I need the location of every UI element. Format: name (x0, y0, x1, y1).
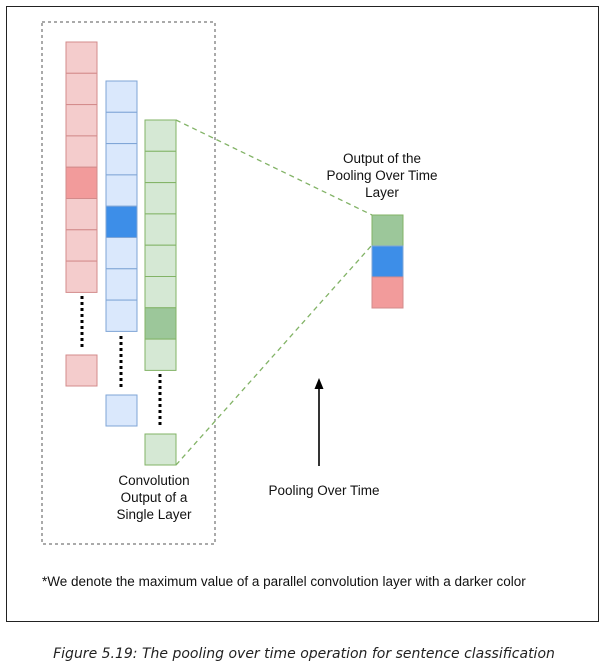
pool-output-red (371, 276, 404, 309)
red-cell (65, 72, 98, 106)
pooling-diagram (41, 21, 404, 545)
blue-cell (105, 174, 138, 207)
red-cell (65, 260, 98, 293)
green-cell (144, 119, 177, 152)
footnote: *We denote the maximum value of a parall… (42, 574, 526, 589)
red-last-cell (65, 354, 98, 387)
blue-cell-max (105, 205, 138, 238)
pooling-arrow-head (314, 378, 324, 389)
green-cell (144, 150, 177, 184)
green-cell (144, 276, 177, 309)
red-cell-max (65, 166, 98, 199)
blue-cell (105, 268, 138, 301)
connector-top (175, 119, 373, 216)
pool-output-label: Output of the Pooling Over Time Layer (312, 150, 452, 201)
green-cell (144, 338, 177, 371)
blue-cell (105, 80, 138, 113)
red-cell (65, 41, 98, 74)
blue-cell (105, 237, 138, 270)
red-cell (65, 104, 98, 137)
pool-output-blue (371, 245, 404, 278)
green-cell (144, 244, 177, 277)
green-last-cell (144, 433, 177, 466)
conv-output-label-line3: Single Layer (116, 507, 192, 522)
blue-cell (105, 143, 138, 176)
pool-output-label-line3: Layer (365, 185, 399, 200)
green-cell (144, 213, 177, 246)
pool-output-label-line2: Pooling Over Time (326, 168, 438, 183)
conv-output-label-line2: Output of a (120, 490, 188, 505)
red-conv-column (65, 41, 98, 293)
figure-caption: Figure 5.19: The pooling over time opera… (53, 646, 555, 662)
green-cell-max (144, 307, 177, 340)
blue-last-cell (105, 394, 138, 427)
connector-bottom (175, 244, 373, 466)
blue-cell (105, 299, 138, 332)
blue-cell (105, 111, 138, 145)
red-cell (65, 229, 98, 262)
red-cell (65, 198, 98, 231)
blue-conv-column (105, 80, 138, 332)
conv-output-label: Convolution Output of a Single Layer (96, 472, 212, 523)
green-cell (144, 182, 177, 215)
figure-frame (6, 6, 599, 622)
conv-layers-box (41, 21, 216, 545)
pool-output-label-line1: Output of the (342, 151, 422, 166)
red-cell (65, 135, 98, 168)
conv-output-label-line1: Convolution (118, 473, 190, 488)
pooling-arrow-label: Pooling Over Time (268, 483, 380, 498)
green-conv-column (144, 119, 177, 371)
pool-output-green (371, 214, 404, 247)
